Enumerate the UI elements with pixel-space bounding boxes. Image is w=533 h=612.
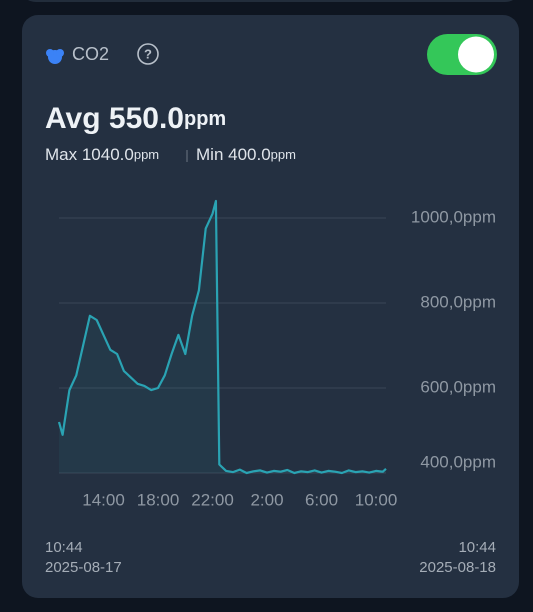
line-area — [59, 201, 386, 473]
toggle-knob[interactable] — [458, 36, 494, 73]
x-tick-label: 18:00 — [137, 490, 180, 509]
x-tick-label: 22:00 — [191, 490, 234, 509]
y-tick-label: 400,0ppm — [420, 452, 496, 471]
start-date: 2025-08-17 — [45, 559, 122, 576]
avg-unit: ppm — [184, 108, 226, 130]
co2-icon — [46, 49, 64, 64]
min-unit: ppm — [271, 147, 296, 162]
min-value: Min 400.0 — [196, 145, 271, 164]
x-tick-label: 10:00 — [355, 490, 398, 509]
plot: 1000,0ppm 800,0ppm 600,0ppm 400,0ppm 14:00 18… — [57, 199, 496, 509]
max: Max 1040.0ppm — [45, 145, 159, 164]
max-unit: ppm — [134, 147, 159, 162]
y-tick-label: 600,0ppm — [420, 377, 496, 396]
help-icon[interactable] — [137, 43, 159, 65]
start-time: 10:44 — [45, 539, 83, 556]
x-tick-label: 14:00 — [82, 490, 125, 509]
max-value: Max 1040.0 — [45, 145, 134, 164]
x-tick-label: 2:00 — [250, 490, 283, 509]
min: Min 400.0ppm — [196, 145, 296, 164]
sensor-label: CO2 — [72, 44, 109, 64]
y-tick-label: 1000,0ppm — [411, 207, 496, 226]
x-tick-label: 6:00 — [305, 490, 338, 509]
card — [22, 15, 519, 598]
previous-card — [27, 0, 514, 2]
help-text[interactable]: ? — [144, 46, 152, 61]
end-time: 10:44 — [458, 539, 496, 556]
avg: Avg 550.0ppm — [45, 102, 226, 135]
avg-value: Avg 550.0 — [45, 102, 184, 135]
end-date: 2025-08-18 — [419, 559, 496, 576]
y-tick-label: 800,0ppm — [420, 292, 496, 311]
line — [57, 199, 387, 475]
